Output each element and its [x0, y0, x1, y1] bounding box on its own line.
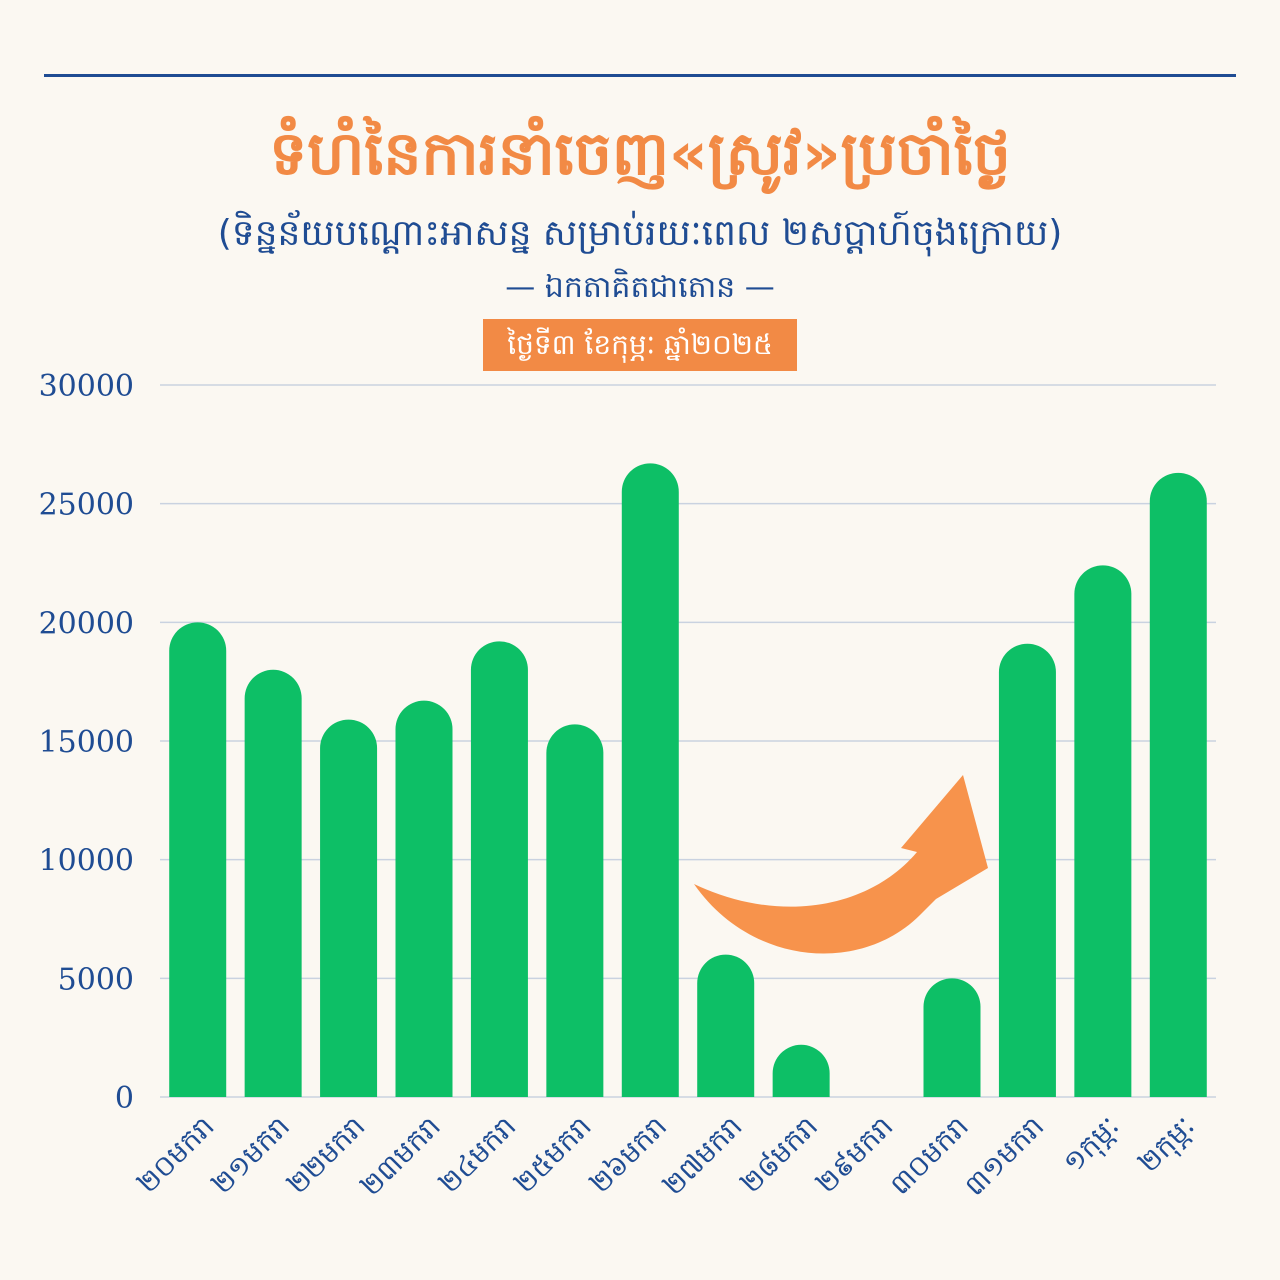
- y-tick-label: 25000: [39, 488, 134, 523]
- bar: [998, 643, 1056, 1097]
- x-tick-label: ២កុម្ភៈ: [1132, 1110, 1203, 1181]
- x-tick-label: ២៨មករា: [734, 1110, 824, 1200]
- trend-arrow-icon: [694, 775, 988, 954]
- y-tick-label: 30000: [39, 369, 134, 404]
- x-tick-label: ៣០មករា: [883, 1110, 975, 1202]
- x-axis-ticks: ២០មករា២១មករា២២មករា២៣មករា២៤មករា២៥មករា២៦មក…: [131, 1110, 1203, 1203]
- bar: [621, 463, 679, 1098]
- bar: [395, 700, 453, 1097]
- x-tick-label: ២១មករា: [205, 1110, 296, 1201]
- bar: [546, 724, 604, 1097]
- x-tick-label: ១កុម្ភៈ: [1056, 1110, 1127, 1181]
- unit-label: — ឯកតាគិតជាតោន —: [505, 270, 775, 305]
- trend-arrow: [694, 775, 988, 954]
- x-tick-label: ២៦មករា: [583, 1110, 673, 1200]
- y-tick-label: 5000: [58, 962, 134, 997]
- bar: [169, 622, 227, 1097]
- bar: [320, 719, 378, 1097]
- chart-title: ទំហំនៃការនាំចេញ«ស្រូវ»ប្រចាំថ្ងៃ: [269, 119, 1011, 189]
- top-rule: [44, 74, 1236, 77]
- chart-subtitle: (ទិន្នន័យបណ្តោះអាសន្ន សម្រាប់រយៈពេល ២សប្…: [217, 213, 1063, 254]
- bar: [697, 954, 755, 1097]
- x-tick-label: ២២មករា: [281, 1110, 372, 1201]
- y-tick-label: 0: [115, 1081, 134, 1116]
- x-tick-label: ២៤មករា: [432, 1110, 522, 1200]
- bar: [772, 1044, 830, 1097]
- y-tick-label: 15000: [39, 725, 134, 760]
- date-badge: ថ្ងៃទី៣ ខែកុម្ភៈ ឆ្នាំ២០២៥: [483, 319, 797, 371]
- y-tick-label: 10000: [39, 844, 134, 879]
- y-axis-ticks: 0 5000 10000 15000 20000 25000 30000: [39, 369, 134, 1116]
- bar: [1074, 565, 1132, 1097]
- x-tick-label: ២៥មករា: [508, 1110, 598, 1200]
- x-tick-label: ២០មករា: [131, 1110, 221, 1200]
- x-tick-label: ២៧មករា: [656, 1110, 748, 1202]
- grid-lines: [160, 384, 1216, 1098]
- bars: [169, 463, 1207, 1098]
- bar: [1149, 472, 1207, 1097]
- bar: [244, 669, 302, 1097]
- x-tick-label: ២៩មករា: [809, 1110, 899, 1200]
- x-tick-label: ២៣មករា: [354, 1110, 447, 1203]
- x-tick-label: ៣១មករា: [957, 1110, 1050, 1203]
- bar: [470, 641, 528, 1097]
- bar: [923, 978, 981, 1097]
- y-tick-label: 20000: [39, 606, 134, 641]
